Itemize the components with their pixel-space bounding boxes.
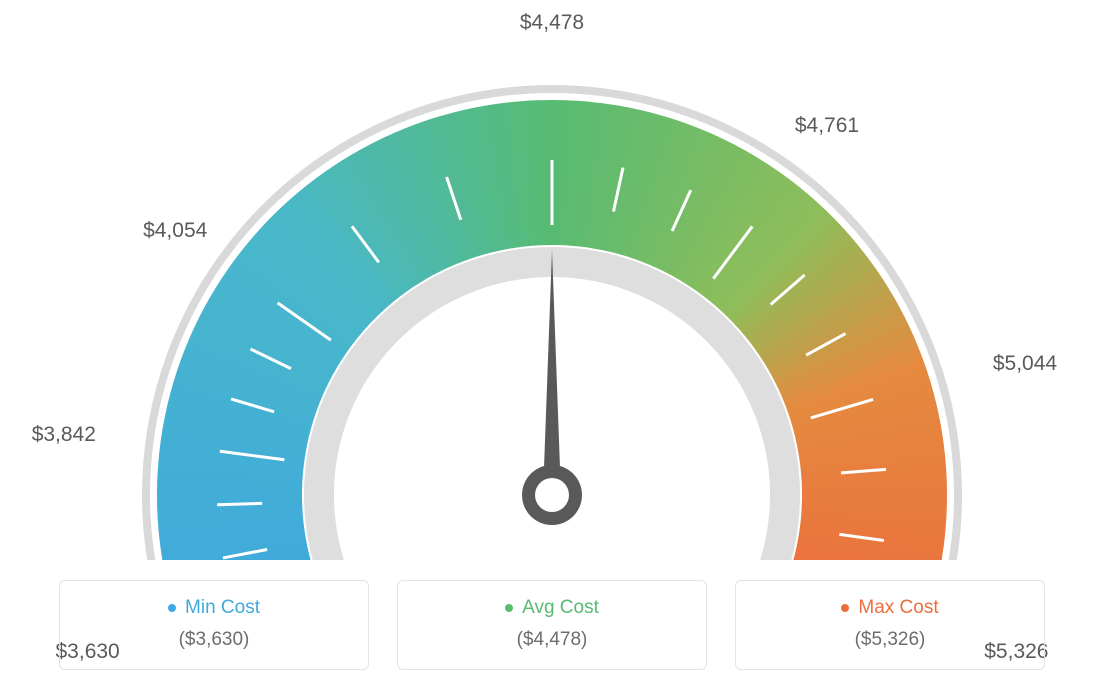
- legend-title-text: Max Cost: [858, 597, 938, 619]
- legend-value-min: ($3,630): [78, 629, 350, 651]
- gauge-area: $3,630$3,842$4,054$4,478$4,761$5,044$5,3…: [0, 0, 1104, 560]
- dot-icon: [505, 604, 513, 612]
- gauge-svg: [72, 40, 1032, 560]
- legend-card-max: Max Cost ($5,326): [735, 580, 1045, 670]
- legend-title-avg: Avg Cost: [505, 597, 599, 619]
- gauge-tick-label: $4,478: [520, 11, 584, 35]
- gauge-tick-label: $5,044: [993, 352, 1057, 376]
- dot-icon: [841, 604, 849, 612]
- gauge-tick-label: $4,054: [143, 219, 207, 243]
- gauge-tick-label: $4,761: [795, 114, 859, 138]
- legend-title-min: Min Cost: [168, 597, 260, 619]
- legend-value-max: ($5,326): [754, 629, 1026, 651]
- legend-title-max: Max Cost: [841, 597, 938, 619]
- legend-card-min: Min Cost ($3,630): [59, 580, 369, 670]
- legend-value-avg: ($4,478): [416, 629, 688, 651]
- gauge-tick-label: $3,842: [32, 423, 96, 447]
- legend-title-text: Avg Cost: [522, 597, 599, 619]
- dot-icon: [168, 604, 176, 612]
- legend-card-avg: Avg Cost ($4,478): [397, 580, 707, 670]
- legend-row: Min Cost ($3,630) Avg Cost ($4,478) Max …: [0, 580, 1104, 670]
- gauge-chart-wrapper: { "gauge": { "type": "gauge", "min_value…: [0, 0, 1104, 690]
- legend-title-text: Min Cost: [185, 597, 260, 619]
